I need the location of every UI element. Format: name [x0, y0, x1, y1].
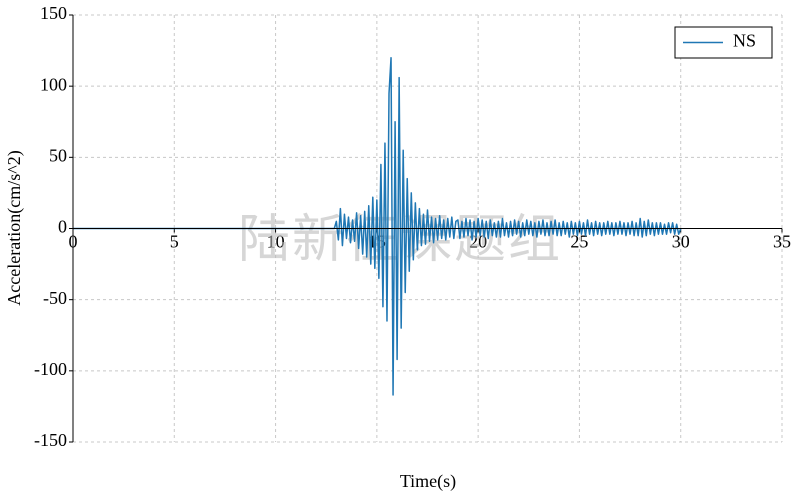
y-tick-label: 0 [58, 217, 67, 237]
x-tick-label: 25 [570, 232, 588, 252]
x-axis-label: Time(s) [400, 471, 456, 492]
legend-label: NS [733, 31, 756, 51]
x-tick-label: 35 [773, 232, 791, 252]
y-tick-label: -100 [34, 359, 67, 379]
watermark: 陆新征课题组 [238, 212, 562, 269]
x-tick-label: 30 [672, 232, 690, 252]
y-tick-label: 100 [40, 74, 67, 94]
x-tick-label: 5 [170, 232, 179, 252]
y-tick-label: -150 [34, 430, 67, 450]
y-tick-label: 50 [49, 145, 67, 165]
y-axis-label: Acceleration(cm/s^2) [4, 150, 25, 305]
x-tick-label: 20 [469, 232, 487, 252]
y-tick-label: 150 [40, 3, 67, 23]
series-line [73, 56, 682, 396]
y-tick-label: -50 [43, 288, 67, 308]
x-tick-label: 10 [267, 232, 285, 252]
